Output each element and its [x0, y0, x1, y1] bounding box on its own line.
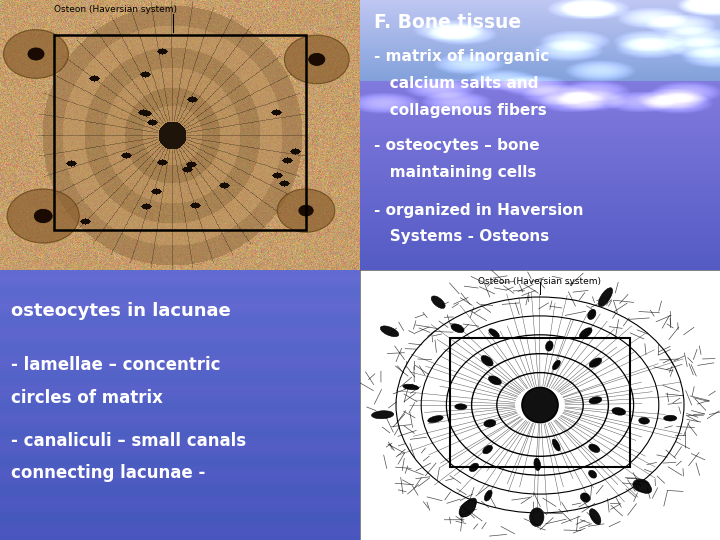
Ellipse shape	[481, 355, 493, 366]
Ellipse shape	[431, 296, 445, 308]
Ellipse shape	[402, 384, 419, 390]
Ellipse shape	[460, 498, 477, 517]
Ellipse shape	[485, 490, 492, 501]
Ellipse shape	[451, 324, 464, 333]
Ellipse shape	[589, 444, 600, 453]
Ellipse shape	[664, 415, 677, 421]
Ellipse shape	[552, 360, 560, 370]
Text: Osteon (Haversian system): Osteon (Haversian system)	[54, 5, 176, 15]
Ellipse shape	[588, 309, 596, 320]
Circle shape	[28, 48, 44, 60]
Text: osteocytes in lacunae: osteocytes in lacunae	[11, 302, 230, 320]
Text: - canaliculi – small canals: - canaliculi – small canals	[11, 432, 246, 450]
Circle shape	[34, 209, 52, 222]
Ellipse shape	[488, 376, 501, 385]
Ellipse shape	[428, 416, 444, 423]
Text: connecting lacunae -: connecting lacunae -	[11, 464, 205, 482]
Ellipse shape	[483, 446, 492, 454]
Text: - matrix of inorganic: - matrix of inorganic	[374, 49, 549, 64]
Text: - lamellae – concentric: - lamellae – concentric	[11, 356, 220, 374]
Ellipse shape	[552, 439, 560, 451]
Ellipse shape	[489, 329, 500, 338]
Text: Osteon (Haversian system): Osteon (Haversian system)	[479, 276, 601, 286]
Ellipse shape	[459, 500, 476, 517]
Ellipse shape	[484, 420, 496, 427]
Ellipse shape	[546, 341, 553, 351]
Bar	[54, 35, 306, 230]
Circle shape	[299, 205, 313, 216]
Ellipse shape	[636, 481, 652, 494]
Text: F. Bone tissue: F. Bone tissue	[374, 14, 521, 32]
Ellipse shape	[580, 493, 590, 502]
Ellipse shape	[522, 388, 558, 422]
Text: Systems - Osteons: Systems - Osteons	[374, 230, 549, 245]
Ellipse shape	[455, 404, 467, 410]
Text: circles of matrix: circles of matrix	[11, 389, 163, 407]
Text: collagenous fibers: collagenous fibers	[374, 103, 547, 118]
Text: calcium salts and: calcium salts and	[374, 76, 539, 91]
Ellipse shape	[639, 417, 649, 424]
Text: - osteocytes – bone: - osteocytes – bone	[374, 138, 540, 153]
Ellipse shape	[380, 326, 399, 336]
Circle shape	[284, 35, 349, 84]
Bar	[450, 338, 630, 467]
Circle shape	[277, 189, 335, 232]
Ellipse shape	[589, 397, 602, 404]
Circle shape	[4, 30, 68, 78]
Ellipse shape	[590, 509, 601, 524]
Ellipse shape	[588, 470, 597, 478]
Ellipse shape	[580, 328, 592, 339]
Ellipse shape	[589, 358, 602, 367]
Ellipse shape	[633, 479, 650, 492]
Text: maintaining cells: maintaining cells	[374, 165, 537, 180]
Circle shape	[309, 53, 325, 65]
Ellipse shape	[612, 408, 626, 415]
Ellipse shape	[598, 288, 613, 307]
Ellipse shape	[469, 463, 479, 471]
Ellipse shape	[372, 411, 394, 418]
Text: - organized in Haversion: - organized in Haversion	[374, 202, 584, 218]
Circle shape	[7, 189, 79, 243]
Ellipse shape	[530, 508, 544, 526]
Ellipse shape	[534, 458, 541, 470]
